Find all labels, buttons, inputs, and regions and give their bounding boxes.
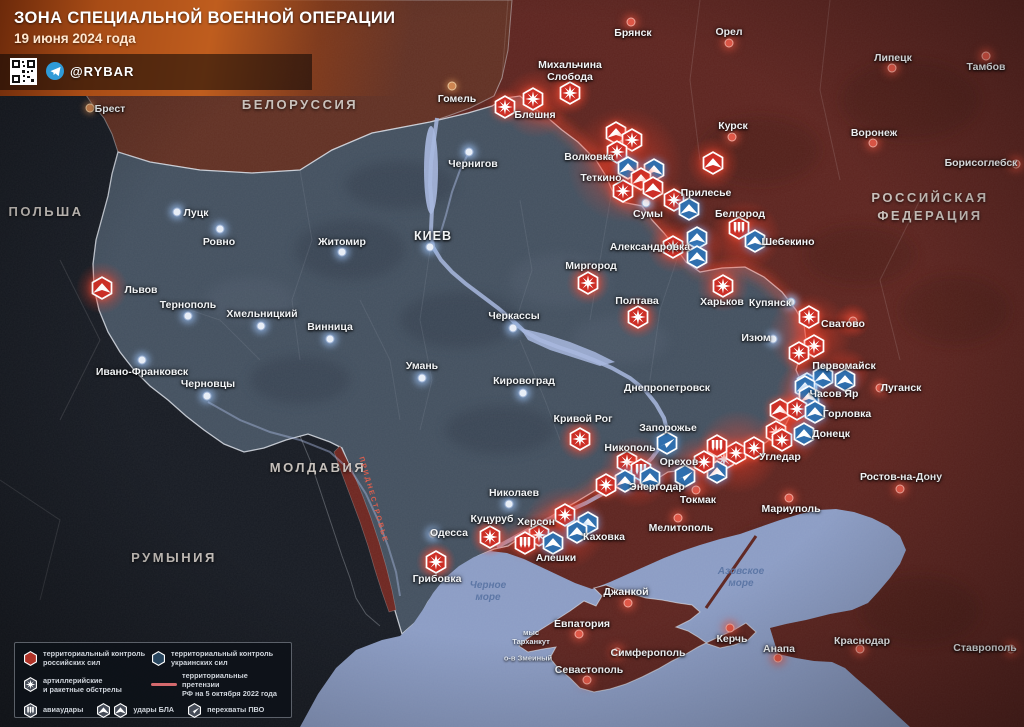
hex-red-icon — [23, 650, 38, 666]
hex-blue-icon — [151, 650, 166, 666]
map-date: 19 июня 2024 года — [14, 31, 136, 46]
legend-label: авиаудары — [43, 705, 84, 715]
legend-item-hex-red: территориальный контроль российских сил — [23, 649, 151, 667]
claim-line-icon — [151, 683, 177, 687]
legend-item-bla2: удары БЛА — [96, 702, 175, 718]
legend-item-line: территориальные претензии РФ на 5 октябр… — [151, 671, 285, 698]
avia-icon — [23, 702, 38, 718]
channel-handle: @RYBAR — [70, 64, 135, 79]
line-icon — [151, 683, 177, 687]
map-title-banner: ЗОНА СПЕЦИАЛЬНОЙ ВОЕННОЙ ОПЕРАЦИИ 19 июн… — [0, 0, 436, 96]
bla2-icon — [96, 702, 128, 718]
legend-item-hex-blue: территориальный контроль украинских сил — [151, 649, 285, 667]
art-icon — [23, 677, 38, 693]
qr-code — [10, 58, 37, 85]
legend-item-avia: авиаудары — [23, 702, 84, 718]
legend-label: удары БЛА — [133, 705, 175, 715]
telegram-icon — [46, 62, 64, 80]
pvo-icon — [187, 702, 202, 718]
map-legend: территориальный контроль российских сил т… — [14, 642, 292, 718]
legend-label: территориальные претензии РФ на 5 октябр… — [182, 671, 277, 699]
legend-item-art: артиллерийские и ракетные обстрелы — [23, 671, 151, 698]
legend-label: территориальный контроль российских сил — [43, 649, 146, 668]
legend-item-pvo: перехваты ПВО — [187, 702, 265, 718]
legend-label: артиллерийские и ракетные обстрелы — [43, 675, 122, 694]
legend-label: перехваты ПВО — [207, 705, 265, 715]
legend-label: территориальный контроль украинских сил — [171, 649, 274, 668]
map-title: ЗОНА СПЕЦИАЛЬНОЙ ВОЕННОЙ ОПЕРАЦИИ — [14, 9, 396, 27]
